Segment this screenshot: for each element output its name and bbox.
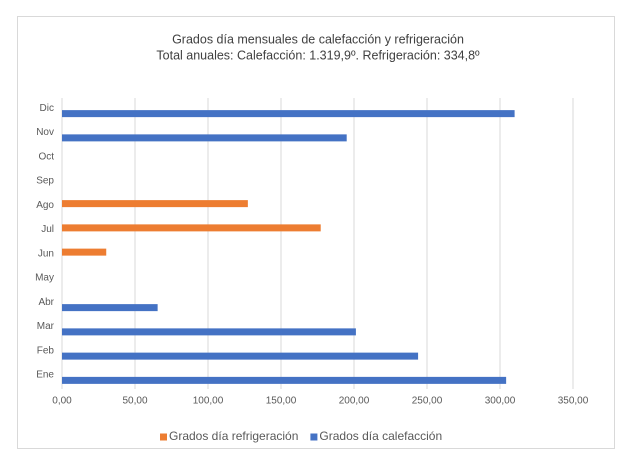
x-tick-label: 100,00 xyxy=(193,396,224,407)
legend-label: Grados día calefacción xyxy=(319,429,442,443)
y-tick-label: Jul xyxy=(41,224,54,235)
y-tick-label: Nov xyxy=(36,127,54,138)
y-tick-label: Feb xyxy=(37,345,55,356)
x-tick-label: 150,00 xyxy=(266,396,297,407)
x-tick-label: 200,00 xyxy=(339,396,370,407)
y-tick-label: Ago xyxy=(36,200,54,211)
bar xyxy=(62,134,347,142)
legend-label: Grados día refrigeración xyxy=(169,429,298,443)
y-tick-label: Sep xyxy=(36,176,54,187)
bar xyxy=(62,376,507,384)
y-tick-label: Jun xyxy=(38,248,54,259)
bar xyxy=(62,304,158,312)
chart-subtitle: Total anuales: Calefacción: 1.319,9º. Re… xyxy=(156,48,480,62)
bar xyxy=(62,352,419,360)
x-tick-label: 50,00 xyxy=(122,396,147,407)
y-tick-label: Ene xyxy=(36,370,54,381)
bar xyxy=(62,328,356,336)
x-tick-label: 0,00 xyxy=(52,396,72,407)
bar xyxy=(62,248,107,256)
y-tick-label: May xyxy=(35,273,54,284)
y-tick-label: Mar xyxy=(37,321,55,332)
x-tick-label: 300,00 xyxy=(485,396,516,407)
bar xyxy=(62,110,515,118)
chart-border xyxy=(17,16,615,449)
x-tick-label: 350,00 xyxy=(558,396,589,407)
x-tick-label: 250,00 xyxy=(412,396,443,407)
bar xyxy=(62,200,248,208)
y-tick-label: Oct xyxy=(38,151,54,162)
y-tick-label: Abr xyxy=(38,297,54,308)
legend-swatch xyxy=(160,433,167,441)
bar xyxy=(62,224,321,232)
chart-title: Grados día mensuales de calefacción y re… xyxy=(172,32,464,46)
y-tick-label: Dic xyxy=(40,103,54,114)
legend-swatch xyxy=(310,433,318,441)
